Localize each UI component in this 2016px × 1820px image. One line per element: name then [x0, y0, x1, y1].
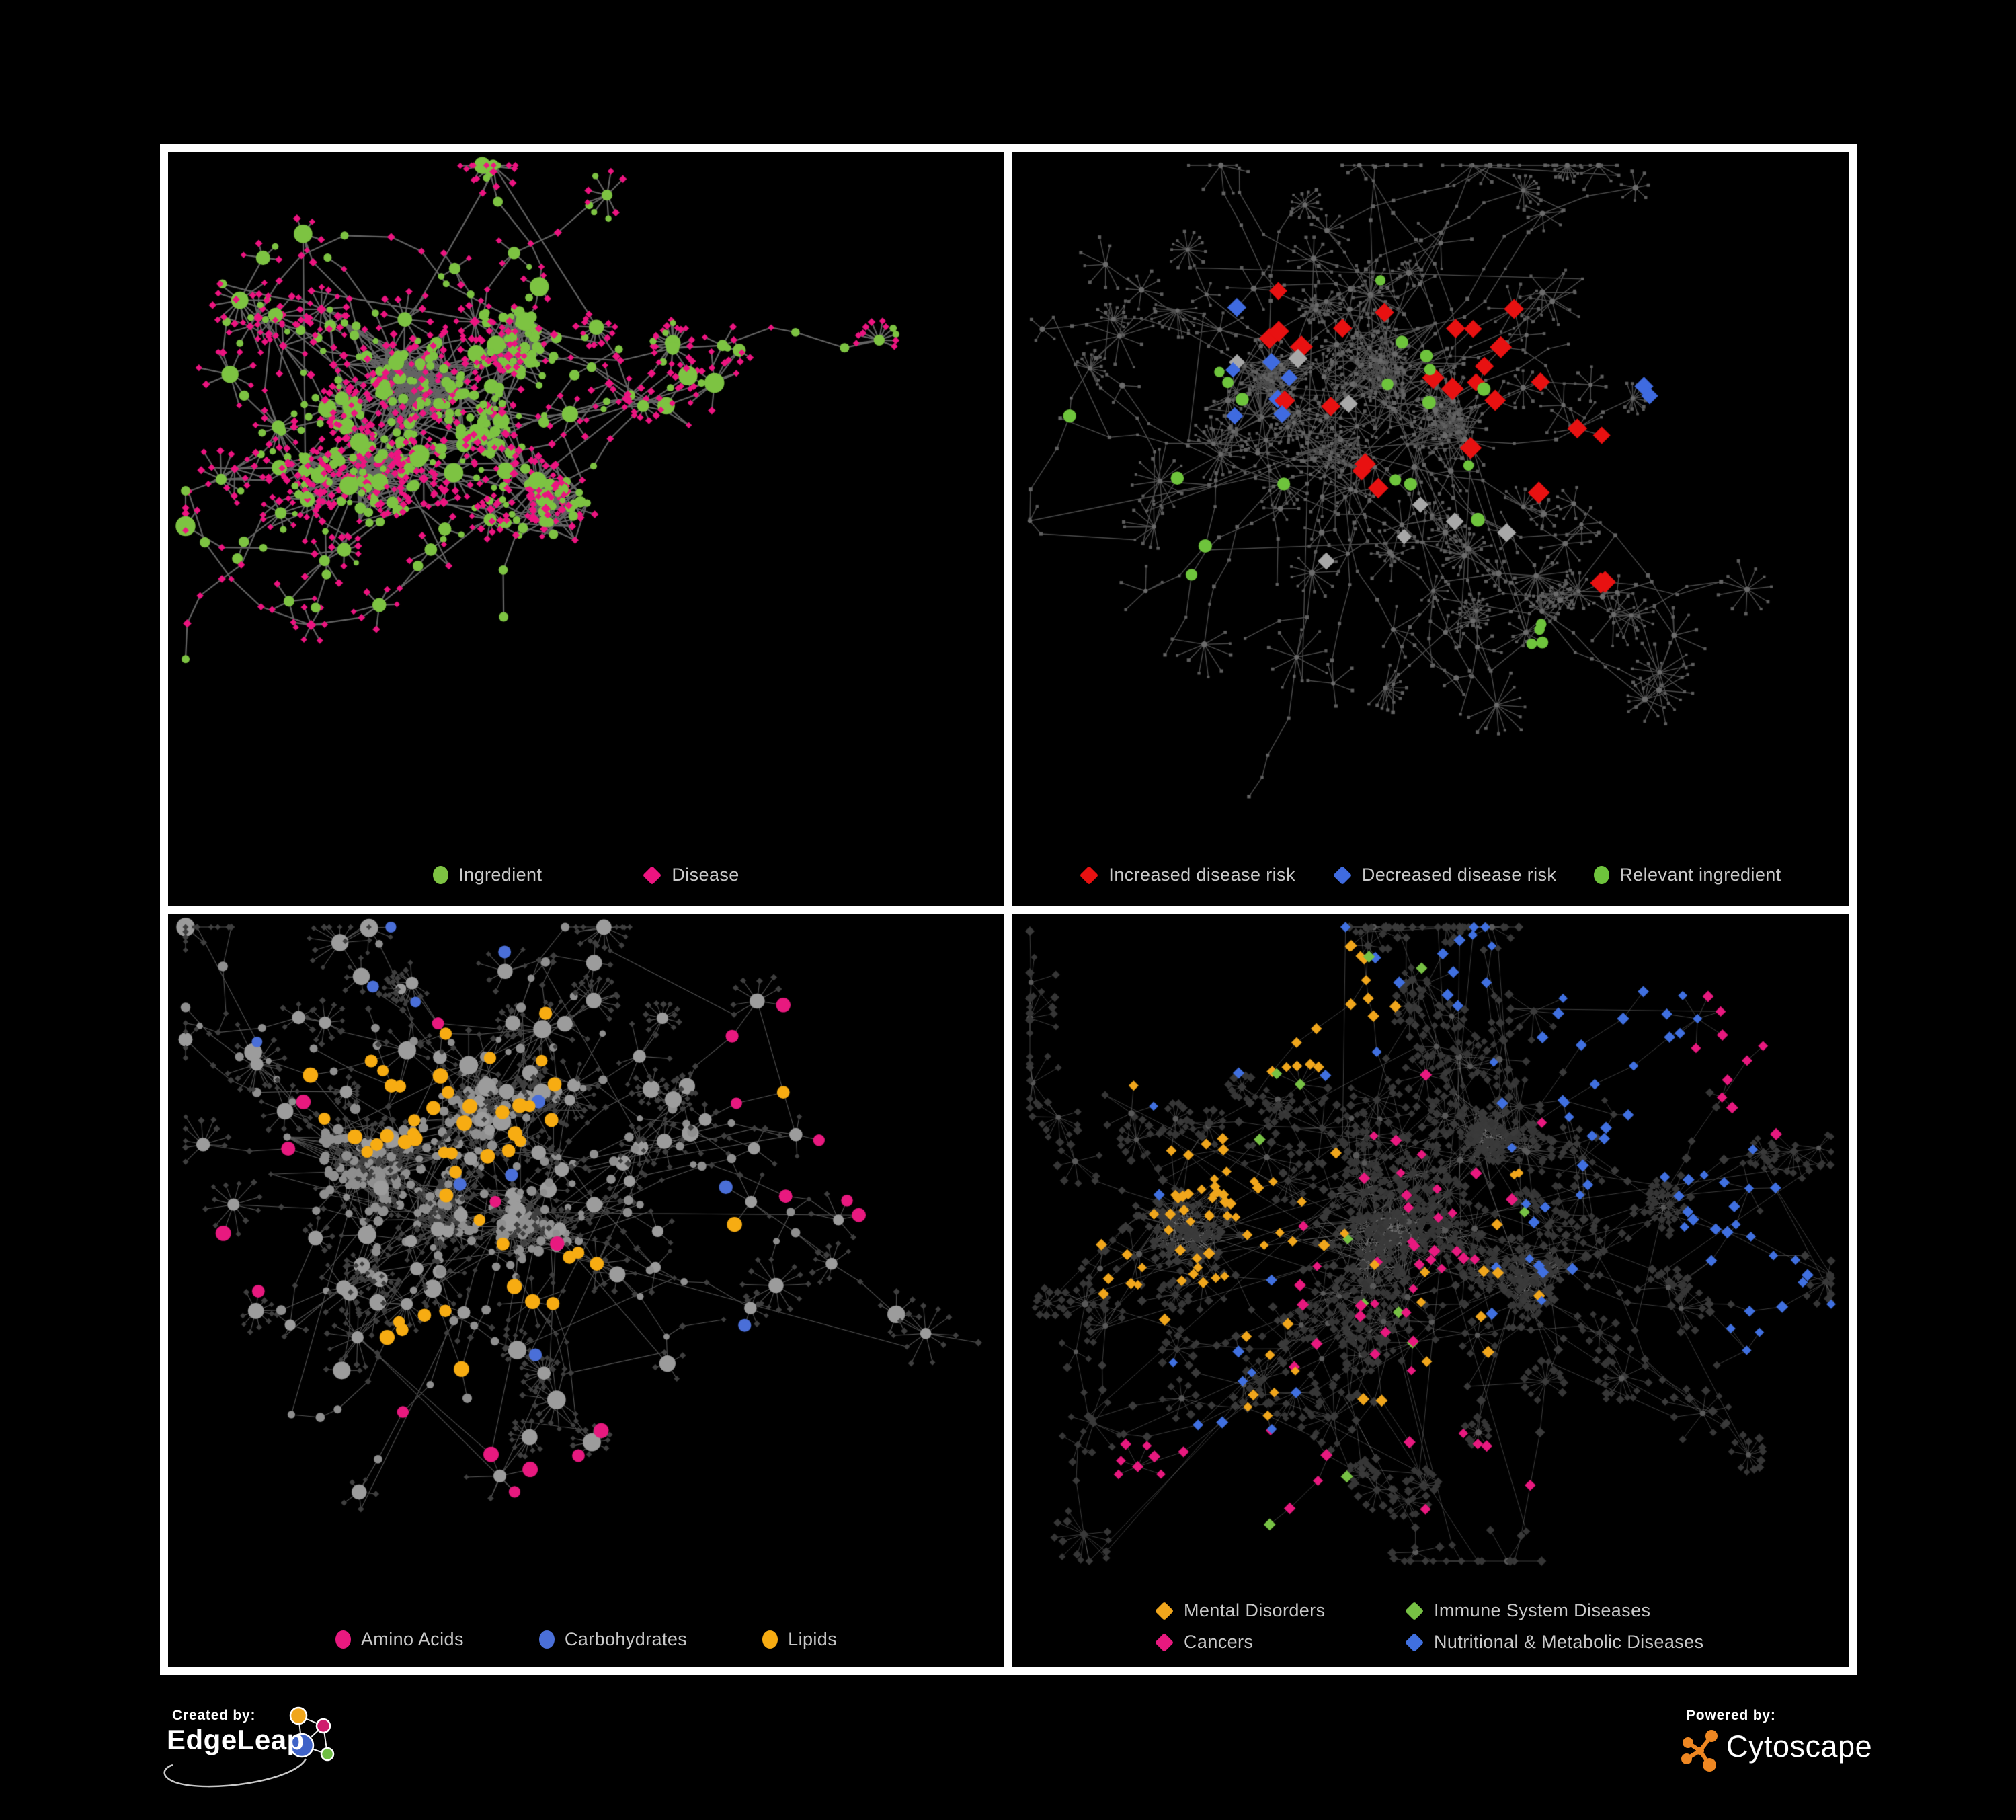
panel-grid: Ingredient Disease Increased disease risk…	[160, 144, 1857, 1675]
network-canvas-ingredient-disease	[168, 152, 1004, 906]
created-by-label: Created by:	[172, 1708, 256, 1723]
edgeleap-wordmark: EdgeLeap	[167, 1724, 305, 1755]
cytoscape-credit: Powered by: Cytoscape	[1679, 1706, 1995, 1780]
edgeleap-node-orange	[289, 1706, 308, 1725]
edgeleap-swoosh	[163, 1758, 307, 1788]
powered-by-label: Powered by:	[1686, 1708, 1776, 1723]
edgeleap-node-green	[320, 1747, 335, 1762]
network-canvas-compound-classes	[168, 914, 1004, 1667]
panel-ingredient-disease: Ingredient Disease	[168, 152, 1004, 906]
edgeleap-credit: Created by: EdgeLeap	[155, 1704, 471, 1798]
network-canvas-disease-risk	[1012, 152, 1849, 906]
cytoscape-logo-icon	[1681, 1730, 1718, 1772]
edgeleap-logo	[163, 1706, 335, 1788]
cytoscape-wordmark: Cytoscape	[1726, 1729, 1873, 1764]
panel-compound-classes: Amino Acids Carbohydrates Lipids	[168, 914, 1004, 1667]
network-canvas-disease-categories	[1012, 914, 1849, 1667]
edgeleap-node-blue	[289, 1733, 315, 1758]
edgeleap-node-pink	[315, 1718, 331, 1734]
panel-disease-risk: Increased disease risk Decreased disease …	[1012, 152, 1849, 906]
panel-disease-categories: Mental Disorders Immune System Diseases Ca…	[1012, 914, 1849, 1667]
